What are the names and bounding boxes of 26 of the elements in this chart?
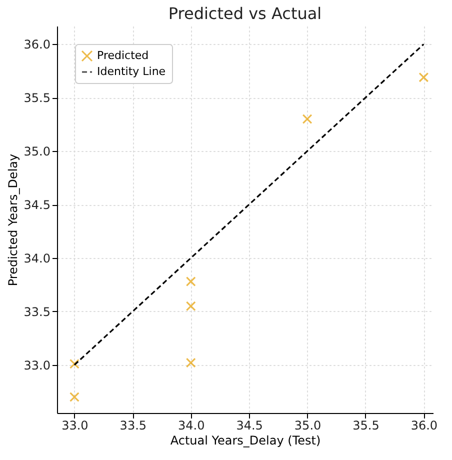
point [186,358,196,368]
y-tick-label: 35.5 [24,91,50,106]
y-tick-label: 33.5 [24,304,50,319]
x-tick-label: 36.0 [410,418,438,432]
x-tick-label: 34.5 [236,418,263,432]
y-tick-label: 35.0 [24,144,50,159]
x-tick-label: 33.5 [120,418,147,432]
x-tick-label: 35.0 [294,418,322,432]
chart-title: Predicted vs Actual [168,4,322,23]
x-tick-label: 35.5 [352,418,380,432]
y-tick-label: 34.0 [24,251,50,266]
x-tick-label: 33.0 [62,418,88,432]
y-tick-label: 33.0 [24,358,50,372]
point [186,301,196,312]
x-axis-title: Actual Years_Delay (Test) [170,434,321,448]
y-tick-label: 36.0 [24,38,50,52]
point [69,392,80,402]
legend-label: Predicted [97,49,149,62]
point [302,114,312,124]
y-tick-label: 34.5 [24,198,50,212]
legend-label: Identity Line [97,65,166,78]
point [186,276,196,286]
point [418,72,429,82]
y-axis-title: Predicted Years_Delay [6,154,20,286]
x-tick-label: 34.0 [178,418,205,432]
point [69,358,80,369]
